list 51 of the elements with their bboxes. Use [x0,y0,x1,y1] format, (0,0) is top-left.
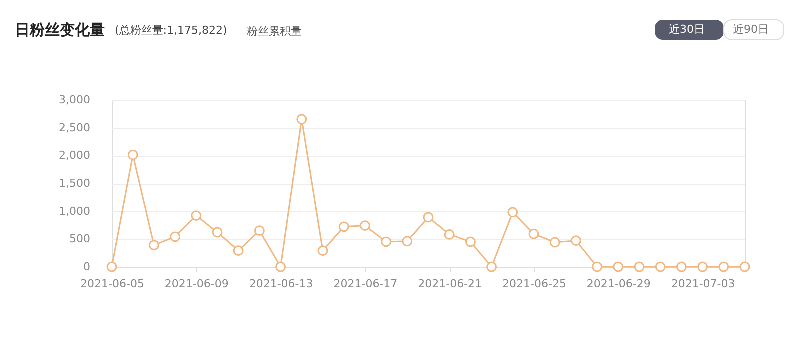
point [170,232,181,242]
point [360,220,370,232]
point [528,228,540,240]
point [550,237,560,248]
point [148,240,160,251]
point [254,226,265,236]
point [444,230,455,240]
chart-subtitle: (总粉丝量:1,175,822) [115,24,228,37]
x-tick-label: 2021-06-09 [164,278,229,290]
point [676,262,687,272]
point [106,262,118,272]
y-tick-label: 2,500 [59,121,90,134]
point [381,236,392,248]
text: 粉丝累积量 [247,25,302,38]
point [592,262,603,272]
point [338,222,350,232]
point [465,236,476,248]
point [212,227,223,238]
point [128,150,138,160]
point [740,262,750,272]
point [698,262,708,272]
y-tick-label: 0 [84,260,90,274]
chart-title: 日粉丝变化量 [15,21,105,39]
x-tick-label: 2021-06-17 [334,278,398,290]
x-tick-label: 2021-07-03 [671,278,736,290]
point [634,262,645,272]
point [613,262,624,272]
x-tick-label: 2021-06-25 [502,278,566,290]
x-tick-label: 2021-06-21 [418,278,482,290]
x-tick-label: 2021-06-05 [80,278,144,290]
point [423,212,434,223]
y-tick-label: 3,000 [59,94,90,106]
y-tick-label: 500 [70,232,90,246]
point [508,207,518,218]
point [570,236,582,246]
text: 近90日 [733,23,769,36]
point [276,262,286,272]
point [191,210,202,221]
point [402,236,413,247]
x-tick-label: 2021-06-29 [586,278,651,290]
text: 近30日 [669,23,705,36]
point [655,262,666,272]
point [318,246,328,256]
y-tick-label: 2,000 [59,149,90,162]
point [718,262,730,272]
point [233,246,244,256]
x-tick-label: 2021-06-13 [249,278,314,290]
y-tick-label: 1,500 [59,177,90,190]
y-tick-label: 1,000 [59,204,90,218]
point [486,262,498,272]
point [296,114,308,125]
